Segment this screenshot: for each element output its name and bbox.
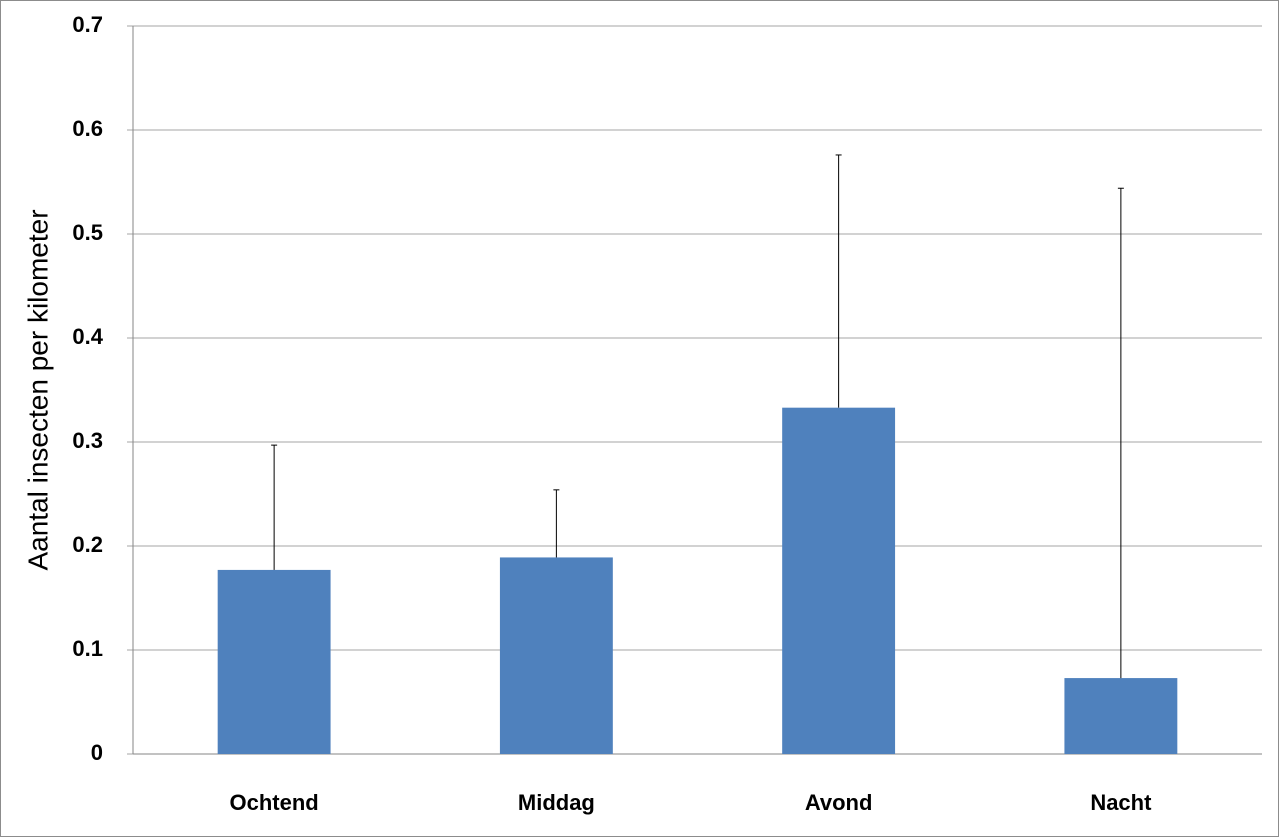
- y-tick-label: 0.1: [72, 636, 103, 661]
- y-tick-label: 0.6: [72, 116, 103, 141]
- y-axis-label: Aantal insecten per kilometer: [22, 209, 53, 570]
- bar: [782, 407, 896, 754]
- error-bar: [835, 154, 842, 408]
- x-tick-label: Ochtend: [230, 790, 319, 815]
- error-bar: [553, 489, 560, 558]
- x-tick-label: Avond: [805, 790, 873, 815]
- error-bar: [1117, 187, 1124, 679]
- x-tick-label: Nacht: [1090, 790, 1152, 815]
- y-tick-label: 0.4: [72, 324, 103, 349]
- y-tick-label: 0.3: [72, 428, 103, 453]
- bar: [217, 569, 331, 754]
- error-bar: [271, 444, 278, 570]
- bar: [499, 557, 613, 754]
- x-tick-label: Middag: [518, 790, 595, 815]
- y-tick-label: 0.7: [72, 12, 103, 37]
- bar: [1064, 678, 1178, 754]
- y-tick-label: 0: [91, 740, 103, 765]
- y-tick-label: 0.5: [72, 220, 103, 245]
- y-tick-label: 0.2: [72, 532, 103, 557]
